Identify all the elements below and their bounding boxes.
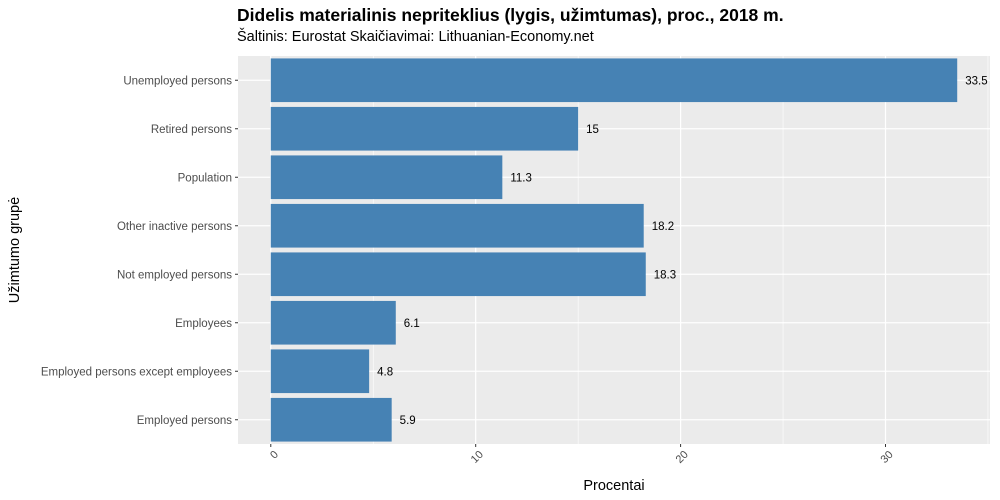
- bar-value-label: 33.5: [965, 75, 987, 87]
- bar: [270, 397, 392, 442]
- y-axis-title: Užimtumo grupė: [7, 197, 23, 303]
- x-axis: 0 10 20 30: [268, 444, 896, 466]
- category-label: Not employed persons: [117, 269, 232, 281]
- bar-value-label: 18.2: [652, 221, 674, 233]
- bars-group: [270, 58, 958, 442]
- bar: [270, 349, 370, 394]
- y-axis: Unemployed persons Retired persons Populat…: [41, 75, 238, 427]
- x-tick-label: 30: [879, 449, 896, 466]
- category-label: Employed persons: [137, 415, 232, 427]
- bar-value-label: 11.3: [510, 172, 532, 184]
- bar: [270, 106, 579, 151]
- bar: [270, 155, 503, 200]
- bar: [270, 252, 646, 297]
- x-axis-title: Procentai: [583, 478, 644, 494]
- bar: [270, 300, 396, 345]
- bar: [270, 58, 958, 103]
- bar-value-label: 15: [586, 124, 599, 136]
- chart-subtitle: Šaltinis: Eurostat Skaičiavimai: Lithuan…: [237, 29, 594, 45]
- chart-title: Didelis materialinis nepriteklius (lygis…: [237, 5, 784, 25]
- x-tick-label: 10: [469, 449, 486, 466]
- category-label: Population: [178, 172, 232, 184]
- bar-value-label: 4.8: [377, 366, 393, 378]
- category-label: Employed persons except employees: [41, 366, 232, 378]
- bar-value-label: 5.9: [400, 415, 416, 427]
- bar-value-label: 18.3: [654, 269, 676, 281]
- bar: [270, 203, 644, 248]
- x-tick-label: 20: [674, 449, 691, 466]
- category-label: Retired persons: [151, 124, 232, 136]
- category-label: Unemployed persons: [123, 75, 232, 87]
- category-label: Other inactive persons: [117, 221, 232, 233]
- value-labels-group: 33.5 15 11.3 18.2 18.3 6.1 4.8 5.9: [377, 75, 987, 427]
- x-tick-label: 0: [268, 449, 281, 462]
- bar-value-label: 6.1: [404, 318, 420, 330]
- category-label: Employees: [175, 318, 232, 330]
